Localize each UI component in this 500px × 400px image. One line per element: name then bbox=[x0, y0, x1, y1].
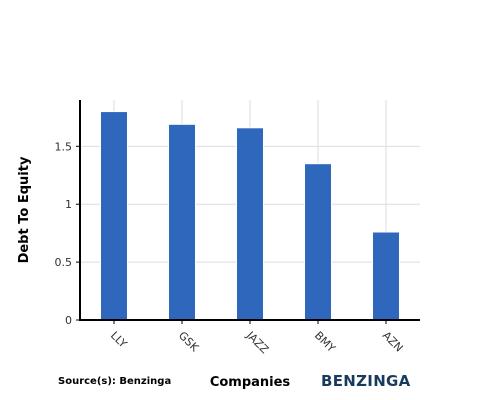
bar-lly bbox=[100, 111, 128, 321]
x-tick-labels: LLY GSK JAZZ BMY AZN bbox=[108, 320, 406, 357]
benzinga-logo: BENZINGA bbox=[321, 372, 411, 390]
bars bbox=[100, 111, 400, 321]
source-note: Source(s): Benzinga bbox=[58, 376, 171, 387]
y-axis-title: Debt To Equity bbox=[17, 156, 32, 263]
bar-gsk bbox=[168, 123, 196, 321]
x-tick-label: GSK bbox=[176, 329, 202, 355]
x-axis-title: Companies bbox=[210, 375, 291, 390]
y-tick-label: 0 bbox=[65, 314, 72, 327]
bar-jazz bbox=[236, 127, 264, 321]
x-tick-label: JAZZ bbox=[243, 328, 271, 356]
x-tick-label: BMY bbox=[312, 329, 338, 355]
bar-azn bbox=[372, 231, 400, 321]
x-tick-label: AZN bbox=[380, 329, 406, 355]
y-tick-label: 1 bbox=[65, 198, 72, 211]
y-tick-label: 0.5 bbox=[55, 256, 73, 269]
bar-bmy bbox=[304, 163, 332, 321]
x-tick-label: LLY bbox=[108, 329, 130, 351]
y-tick-label: 1.5 bbox=[55, 140, 73, 153]
y-tick-labels: 0 0.5 1 1.5 bbox=[55, 140, 80, 327]
